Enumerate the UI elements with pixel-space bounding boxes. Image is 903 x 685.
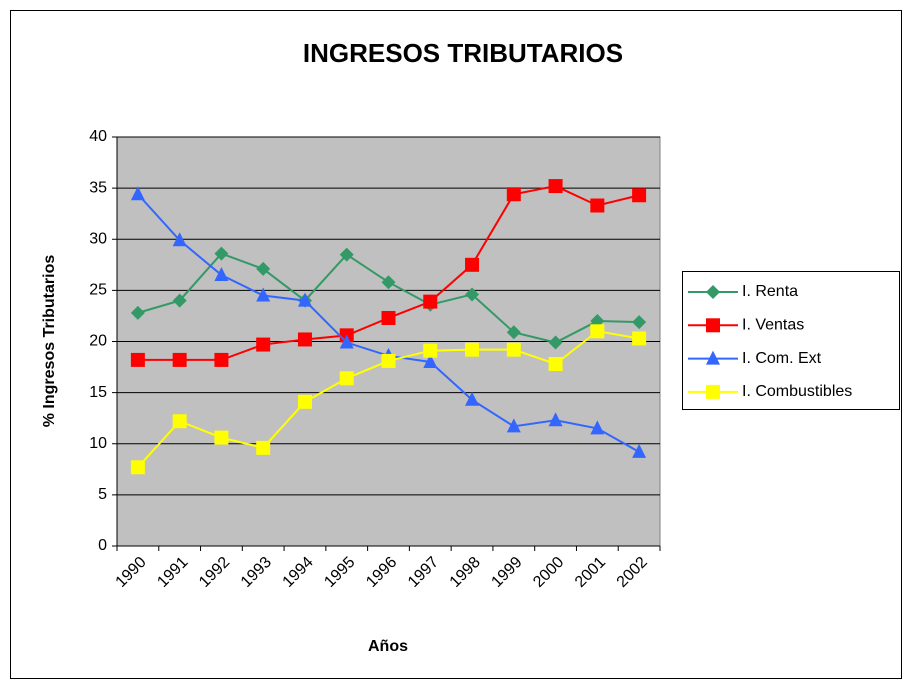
data-point — [423, 353, 438, 368]
data-point — [172, 293, 187, 308]
data-point — [256, 337, 271, 352]
data-point — [297, 332, 312, 347]
data-point — [465, 342, 480, 357]
data-point — [214, 352, 229, 367]
data-point — [381, 275, 396, 290]
y-tick-label: 40 — [89, 128, 107, 145]
y-tick-label: 25 — [89, 282, 107, 299]
data-point — [256, 261, 271, 276]
y-tick-label: 20 — [89, 333, 107, 350]
legend-marker — [706, 384, 720, 399]
data-point — [506, 342, 521, 357]
data-point — [465, 257, 480, 272]
data-point — [423, 343, 438, 358]
data-point — [297, 394, 312, 409]
y-tick-label: 30 — [89, 230, 107, 247]
data-point — [256, 440, 271, 455]
data-point — [590, 420, 605, 435]
data-point — [130, 186, 145, 201]
data-point — [130, 460, 145, 475]
legend-marker — [706, 350, 720, 365]
data-point — [465, 287, 480, 302]
y-tick-label: 5 — [98, 486, 107, 503]
data-point — [590, 324, 605, 339]
data-point — [548, 412, 563, 427]
data-point — [632, 315, 647, 330]
data-point — [506, 418, 521, 433]
legend-label: I. Combustibles — [742, 383, 852, 400]
y-tick-label: 35 — [89, 179, 107, 196]
data-point — [548, 356, 563, 371]
data-point — [297, 292, 312, 307]
data-point — [465, 391, 480, 406]
data-point — [130, 352, 145, 367]
data-point — [172, 414, 187, 429]
data-point — [381, 310, 396, 325]
legend-label: I. Ventas — [742, 317, 804, 334]
y-tick-label: 0 — [98, 537, 107, 554]
legend-label: I. Renta — [742, 283, 798, 300]
data-point — [172, 232, 187, 247]
data-point — [632, 443, 647, 458]
legend-label: I. Com. Ext — [742, 350, 822, 367]
data-point — [339, 334, 354, 349]
data-point — [130, 305, 145, 320]
data-point — [339, 247, 354, 262]
data-point — [632, 331, 647, 346]
data-point — [632, 188, 647, 203]
data-point — [172, 352, 187, 367]
data-point — [381, 353, 396, 368]
legend-marker — [706, 318, 720, 333]
data-point — [423, 294, 438, 309]
data-point — [548, 179, 563, 194]
data-point — [214, 246, 229, 261]
data-point — [548, 335, 563, 350]
y-tick-label: 10 — [89, 435, 107, 452]
data-point — [214, 267, 229, 282]
data-point — [506, 325, 521, 340]
chart-title: INGRESOS TRIBUTARIOS — [303, 38, 623, 68]
legend-marker — [706, 285, 720, 299]
data-point — [339, 371, 354, 386]
y-axis-label: % Ingresos Tributarios — [41, 255, 58, 428]
data-point — [506, 187, 521, 202]
x-axis-label: Años — [368, 638, 408, 655]
data-point — [256, 287, 271, 302]
data-point — [214, 430, 229, 445]
data-point — [590, 198, 605, 213]
y-tick-label: 15 — [89, 384, 107, 401]
